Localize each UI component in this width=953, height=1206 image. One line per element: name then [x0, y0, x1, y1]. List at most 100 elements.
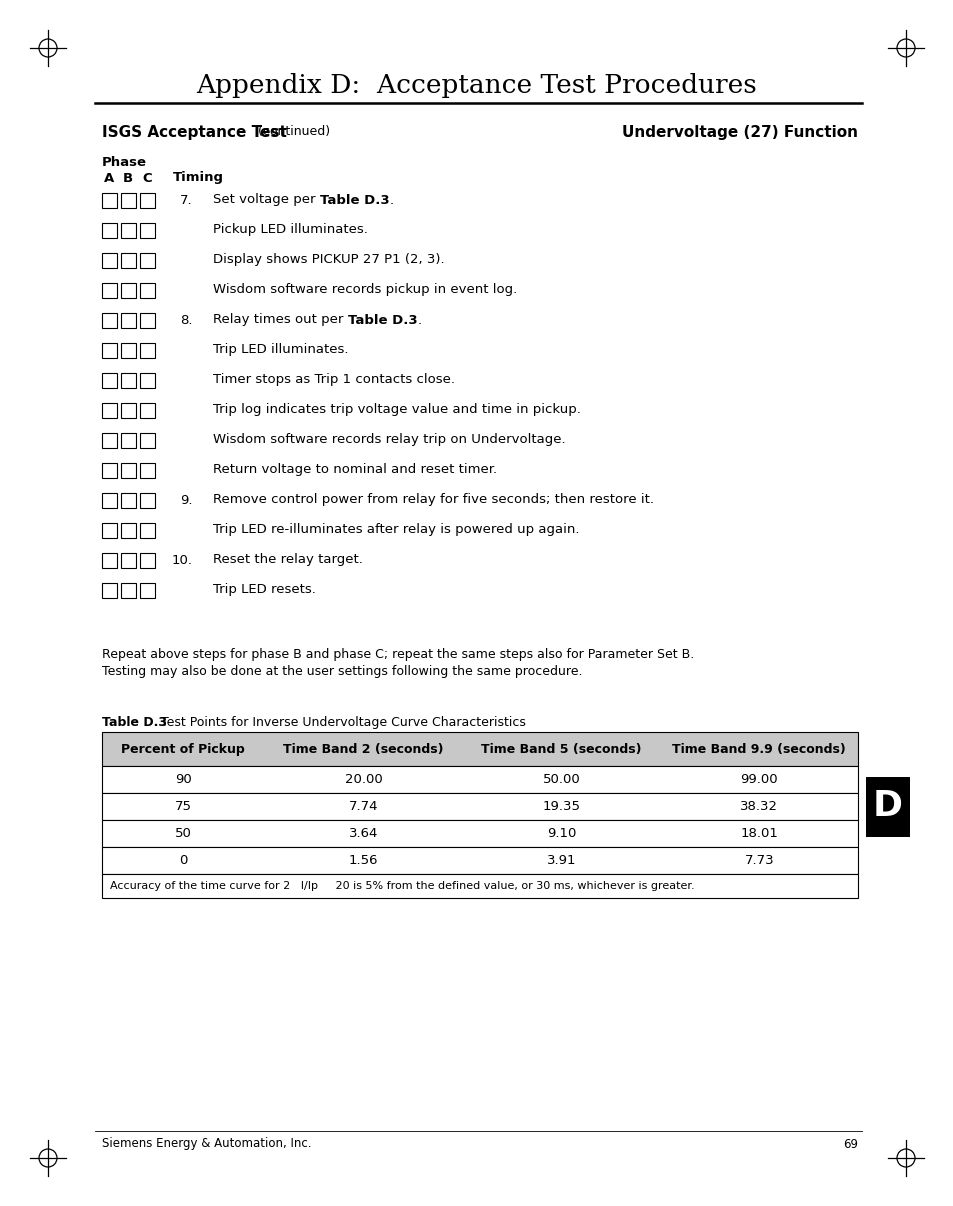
Bar — [102, 343, 117, 357]
Text: .: . — [416, 314, 421, 327]
Text: 7.74: 7.74 — [349, 800, 378, 813]
Text: 38.32: 38.32 — [740, 800, 778, 813]
Text: D: D — [872, 790, 902, 824]
Bar — [121, 312, 136, 328]
Text: .: . — [389, 193, 393, 206]
Text: 69: 69 — [842, 1137, 857, 1151]
Text: ISGS Acceptance Test: ISGS Acceptance Test — [102, 124, 287, 140]
Text: Timer stops as Trip 1 contacts close.: Timer stops as Trip 1 contacts close. — [213, 374, 455, 386]
Bar — [102, 252, 117, 268]
Text: Trip LED illuminates.: Trip LED illuminates. — [213, 344, 348, 357]
Text: 90: 90 — [174, 773, 192, 786]
Bar — [121, 373, 136, 387]
Bar — [102, 492, 117, 508]
Bar — [140, 433, 154, 447]
Bar — [121, 433, 136, 447]
Text: 50.00: 50.00 — [542, 773, 580, 786]
Bar — [102, 582, 117, 597]
Bar — [121, 492, 136, 508]
Text: 7.73: 7.73 — [743, 854, 773, 867]
Text: Reset the relay target.: Reset the relay target. — [213, 554, 362, 567]
Text: Relay times out per: Relay times out per — [213, 314, 347, 327]
Bar — [140, 522, 154, 538]
Text: 9.: 9. — [180, 493, 193, 507]
Bar — [140, 462, 154, 478]
Bar — [102, 282, 117, 298]
Text: Remove control power from relay for five seconds; then restore it.: Remove control power from relay for five… — [213, 493, 654, 507]
Text: Trip LED re-illuminates after relay is powered up again.: Trip LED re-illuminates after relay is p… — [213, 523, 578, 537]
Bar — [121, 522, 136, 538]
Bar — [865, 777, 909, 837]
Bar — [121, 282, 136, 298]
Text: 1.56: 1.56 — [349, 854, 378, 867]
Bar — [121, 462, 136, 478]
Bar — [102, 794, 857, 820]
Bar — [140, 582, 154, 597]
Bar — [102, 193, 117, 207]
Text: 50: 50 — [174, 827, 192, 841]
Bar — [102, 373, 117, 387]
Bar — [102, 522, 117, 538]
Text: Table D.3: Table D.3 — [102, 716, 167, 728]
Text: Return voltage to nominal and reset timer.: Return voltage to nominal and reset time… — [213, 463, 497, 476]
Text: 20.00: 20.00 — [344, 773, 382, 786]
Text: 8.: 8. — [180, 314, 193, 327]
Bar — [102, 766, 857, 794]
Text: Table D.3: Table D.3 — [347, 314, 416, 327]
Text: Wisdom software records pickup in event log.: Wisdom software records pickup in event … — [213, 283, 517, 297]
Bar — [121, 252, 136, 268]
Bar — [102, 312, 117, 328]
Text: Test Points for Inverse Undervoltage Curve Characteristics: Test Points for Inverse Undervoltage Cur… — [157, 716, 525, 728]
Bar — [102, 552, 117, 568]
Bar — [102, 433, 117, 447]
Text: Time Band 2 (seconds): Time Band 2 (seconds) — [283, 743, 443, 755]
Text: C: C — [142, 171, 152, 185]
Bar — [102, 403, 117, 417]
Text: Repeat above steps for phase B and phase C; repeat the same steps also for Param: Repeat above steps for phase B and phase… — [102, 648, 694, 661]
Text: 18.01: 18.01 — [740, 827, 778, 841]
Text: 9.10: 9.10 — [546, 827, 576, 841]
Text: Time Band 5 (seconds): Time Band 5 (seconds) — [481, 743, 641, 755]
Text: 75: 75 — [174, 800, 192, 813]
Text: 99.00: 99.00 — [740, 773, 778, 786]
Text: Appendix D:  Acceptance Test Procedures: Appendix D: Acceptance Test Procedures — [196, 72, 757, 98]
Text: (continued): (continued) — [253, 125, 330, 139]
Text: Display shows PICKUP 27 P1 (2, 3).: Display shows PICKUP 27 P1 (2, 3). — [213, 253, 444, 267]
Text: Pickup LED illuminates.: Pickup LED illuminates. — [213, 223, 368, 236]
Text: Table D.3: Table D.3 — [319, 193, 389, 206]
Bar — [121, 222, 136, 238]
Text: Percent of Pickup: Percent of Pickup — [121, 743, 245, 755]
Text: Undervoltage (27) Function: Undervoltage (27) Function — [621, 124, 857, 140]
Bar — [102, 820, 857, 847]
Text: 3.64: 3.64 — [349, 827, 378, 841]
Text: 0: 0 — [179, 854, 187, 867]
Text: 7.: 7. — [180, 193, 193, 206]
Text: 19.35: 19.35 — [542, 800, 580, 813]
Bar — [140, 222, 154, 238]
Text: Phase: Phase — [102, 156, 147, 169]
Bar — [140, 552, 154, 568]
Bar — [140, 373, 154, 387]
Text: Trip log indicates trip voltage value and time in pickup.: Trip log indicates trip voltage value an… — [213, 404, 580, 416]
Bar — [102, 222, 117, 238]
Bar — [121, 582, 136, 597]
Text: B: B — [123, 171, 132, 185]
Bar — [102, 462, 117, 478]
Text: Time Band 9.9 (seconds): Time Band 9.9 (seconds) — [672, 743, 845, 755]
Bar — [102, 874, 857, 898]
Bar — [140, 403, 154, 417]
Text: Accuracy of the time curve for 2   I/Ip     20 is 5% from the defined value, or : Accuracy of the time curve for 2 I/Ip 20… — [110, 882, 694, 891]
Text: 10.: 10. — [172, 554, 193, 567]
Text: Siemens Energy & Automation, Inc.: Siemens Energy & Automation, Inc. — [102, 1137, 312, 1151]
Bar — [102, 847, 857, 874]
Bar — [140, 193, 154, 207]
Bar — [140, 252, 154, 268]
Bar — [140, 282, 154, 298]
Bar — [140, 312, 154, 328]
Text: Trip LED resets.: Trip LED resets. — [213, 584, 315, 597]
Bar — [121, 552, 136, 568]
Bar — [140, 492, 154, 508]
Bar — [121, 343, 136, 357]
Text: Set voltage per: Set voltage per — [213, 193, 319, 206]
Text: 3.91: 3.91 — [546, 854, 576, 867]
